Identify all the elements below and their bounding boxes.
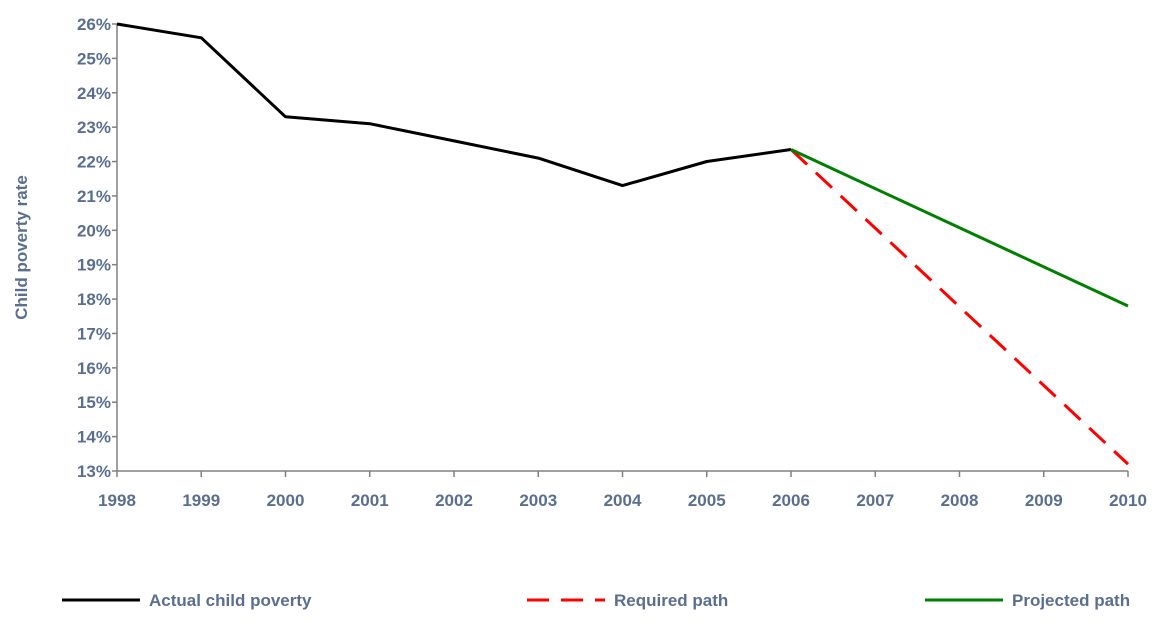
- axes: 13% 14% 15% 16% 17% 18% 19% 20% 21% 22% 23% 24% 25% 2…: [12, 15, 1147, 510]
- y-tick-label: 20%: [77, 221, 111, 240]
- x-tick-label: 2010: [1109, 491, 1147, 510]
- y-tick-label: 19%: [77, 256, 111, 275]
- x-tick-label: 2000: [267, 491, 305, 510]
- series-lines: [116, 22, 1130, 466]
- y-tick-label: 17%: [77, 324, 111, 343]
- y-tick-label: 15%: [77, 393, 111, 412]
- x-tick-label: 2008: [941, 491, 979, 510]
- y-tick-label: 26%: [77, 15, 111, 34]
- x-tick-label: 2004: [604, 491, 642, 510]
- x-tick-label: 2005: [688, 491, 726, 510]
- legend-label: Actual child poverty: [149, 591, 312, 610]
- y-tick-label: 18%: [77, 290, 111, 309]
- x-tick-label: 1998: [98, 491, 136, 510]
- series-line-required-path: [789, 148, 1130, 466]
- y-tick-label: 21%: [77, 187, 111, 206]
- x-tick-label: 2003: [519, 491, 557, 510]
- x-tick-label: 2001: [351, 491, 389, 510]
- y-tick-label: 25%: [77, 49, 111, 68]
- y-tick-label: 16%: [77, 359, 111, 378]
- y-tick-label: 23%: [77, 118, 111, 137]
- x-tick-label: 2009: [1025, 491, 1063, 510]
- legend-label: Required path: [614, 591, 728, 610]
- x-tick-label: 2007: [856, 491, 894, 510]
- y-tick-label: 22%: [77, 153, 111, 172]
- y-tick-label: 24%: [77, 84, 111, 103]
- legend: Actual child poverty Required path Project…: [62, 591, 1130, 610]
- series-line-projected-path: [790, 148, 1129, 308]
- x-tick-label: 1999: [182, 491, 220, 510]
- x-tick-label: 2006: [772, 491, 810, 510]
- x-tick-label: 2002: [435, 491, 473, 510]
- y-axis-title: Child poverty rate: [12, 175, 31, 320]
- legend-label: Projected path: [1012, 591, 1130, 610]
- y-tick-label: 13%: [77, 462, 111, 481]
- series-line-actual-child-poverty: [116, 22, 792, 188]
- y-tick-label: 14%: [77, 428, 111, 447]
